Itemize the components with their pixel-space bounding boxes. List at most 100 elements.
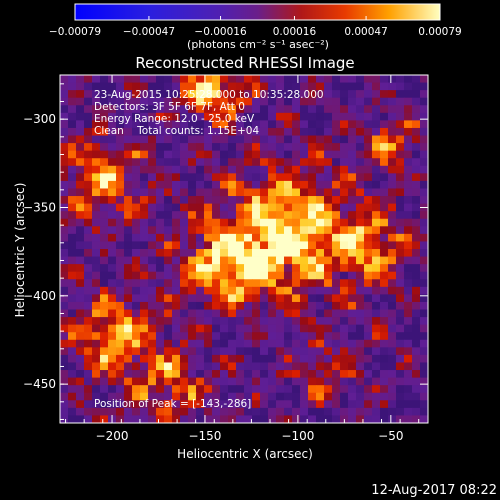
heatmap-cell bbox=[124, 82, 133, 91]
heatmap-cell bbox=[276, 226, 285, 235]
heatmap-cell bbox=[420, 309, 428, 318]
heatmap-cell bbox=[76, 150, 85, 159]
heatmap-cell bbox=[204, 370, 213, 379]
heatmap-cell bbox=[180, 294, 189, 303]
x-tick-label: −100 bbox=[281, 429, 314, 443]
heatmap-cell bbox=[404, 415, 413, 423]
heatmap-cell bbox=[292, 218, 301, 227]
heatmap-cell bbox=[284, 354, 293, 363]
heatmap-cell bbox=[340, 324, 349, 333]
heatmap-cell bbox=[388, 97, 397, 106]
heatmap-cell bbox=[260, 180, 269, 189]
heatmap-cell bbox=[332, 180, 341, 189]
heatmap-cell bbox=[196, 150, 205, 159]
heatmap-cell bbox=[164, 339, 173, 348]
heatmap-cell bbox=[156, 211, 165, 220]
heatmap-cell bbox=[316, 165, 325, 174]
heatmap-cell bbox=[332, 362, 341, 371]
heatmap-cell bbox=[292, 407, 301, 416]
heatmap-cell bbox=[420, 75, 428, 83]
info-line-time: 23-Aug-2015 10:25:28.000 to 10:35:28.000 bbox=[94, 89, 324, 101]
heatmap-cell bbox=[268, 135, 277, 144]
heatmap-cell bbox=[380, 158, 389, 167]
heatmap-cell bbox=[60, 97, 69, 106]
heatmap-cell bbox=[364, 135, 373, 144]
heatmap-cell bbox=[380, 241, 389, 250]
heatmap-cell bbox=[140, 135, 149, 144]
heatmap-cell bbox=[108, 218, 117, 227]
heatmap-cell bbox=[140, 150, 149, 159]
heatmap-cell bbox=[76, 392, 85, 401]
heatmap-cell bbox=[132, 264, 141, 273]
heatmap-cell bbox=[420, 264, 428, 273]
heatmap-cell bbox=[172, 309, 181, 318]
heatmap-cell bbox=[308, 377, 317, 386]
heatmap-cell bbox=[340, 105, 349, 114]
heatmap-cell bbox=[172, 392, 181, 401]
heatmap-cell bbox=[292, 241, 301, 250]
x-tick-label: −200 bbox=[96, 429, 129, 443]
heatmap-cell bbox=[276, 385, 285, 394]
heatmap-cell bbox=[308, 203, 317, 212]
heatmap-cell bbox=[212, 105, 221, 114]
heatmap-cell bbox=[284, 286, 293, 295]
heatmap-cell bbox=[284, 377, 293, 386]
heatmap-cell bbox=[140, 112, 149, 121]
heatmap-cell bbox=[412, 218, 421, 227]
heatmap-cell bbox=[244, 196, 253, 205]
heatmap-cell bbox=[212, 90, 221, 99]
heatmap-cell bbox=[396, 271, 405, 280]
heatmap-cell bbox=[284, 203, 293, 212]
heatmap-cell bbox=[292, 173, 301, 182]
heatmap-cell bbox=[220, 377, 229, 386]
heatmap-cell bbox=[156, 294, 165, 303]
heatmap-cell bbox=[116, 203, 125, 212]
heatmap-cell bbox=[244, 392, 253, 401]
heatmap-cell bbox=[316, 294, 325, 303]
heatmap-cell bbox=[276, 317, 285, 326]
heatmap-cell bbox=[196, 271, 205, 280]
heatmap-cell bbox=[324, 135, 333, 144]
heatmap-cell bbox=[244, 385, 253, 394]
heatmap-cell bbox=[196, 407, 205, 416]
heatmap-cell bbox=[172, 286, 181, 295]
heatmap-cell bbox=[76, 196, 85, 205]
heatmap-cell bbox=[108, 241, 117, 250]
heatmap-cell bbox=[268, 105, 277, 114]
heatmap-cell bbox=[380, 112, 389, 121]
heatmap-cell bbox=[292, 150, 301, 159]
heatmap-cell bbox=[420, 256, 428, 265]
heatmap-cell bbox=[252, 339, 261, 348]
heatmap-cell bbox=[284, 233, 293, 242]
heatmap-cell bbox=[372, 249, 381, 257]
heatmap-cell bbox=[140, 249, 149, 257]
heatmap-cell bbox=[76, 218, 85, 227]
heatmap-cell bbox=[292, 309, 301, 318]
heatmap-cell bbox=[348, 135, 357, 144]
heatmap-cell bbox=[84, 362, 93, 371]
heatmap-cell bbox=[140, 188, 149, 197]
heatmap-cell bbox=[124, 105, 133, 114]
heatmap-cell bbox=[124, 150, 133, 159]
heatmap-cell bbox=[388, 180, 397, 189]
heatmap-cell bbox=[372, 150, 381, 159]
heatmap-cell bbox=[284, 400, 293, 409]
heatmap-cell bbox=[164, 196, 173, 205]
heatmap-cell bbox=[268, 90, 277, 99]
heatmap-cell bbox=[268, 407, 277, 416]
heatmap-cell bbox=[156, 264, 165, 273]
heatmap-cell bbox=[76, 203, 85, 212]
heatmap-cell bbox=[276, 90, 285, 99]
heatmap-cell bbox=[300, 173, 309, 182]
heatmap-cell bbox=[412, 271, 421, 280]
heatmap-cell bbox=[180, 347, 189, 356]
heatmap-cell bbox=[308, 286, 317, 295]
colorbar bbox=[74, 3, 441, 21]
heatmap-cell bbox=[204, 75, 213, 83]
heatmap-cell bbox=[324, 97, 333, 106]
heatmap-cell bbox=[380, 75, 389, 83]
heatmap-cell bbox=[212, 188, 221, 197]
heatmap-cell bbox=[372, 112, 381, 121]
heatmap-cell bbox=[292, 332, 301, 341]
heatmap-cell bbox=[164, 385, 173, 394]
